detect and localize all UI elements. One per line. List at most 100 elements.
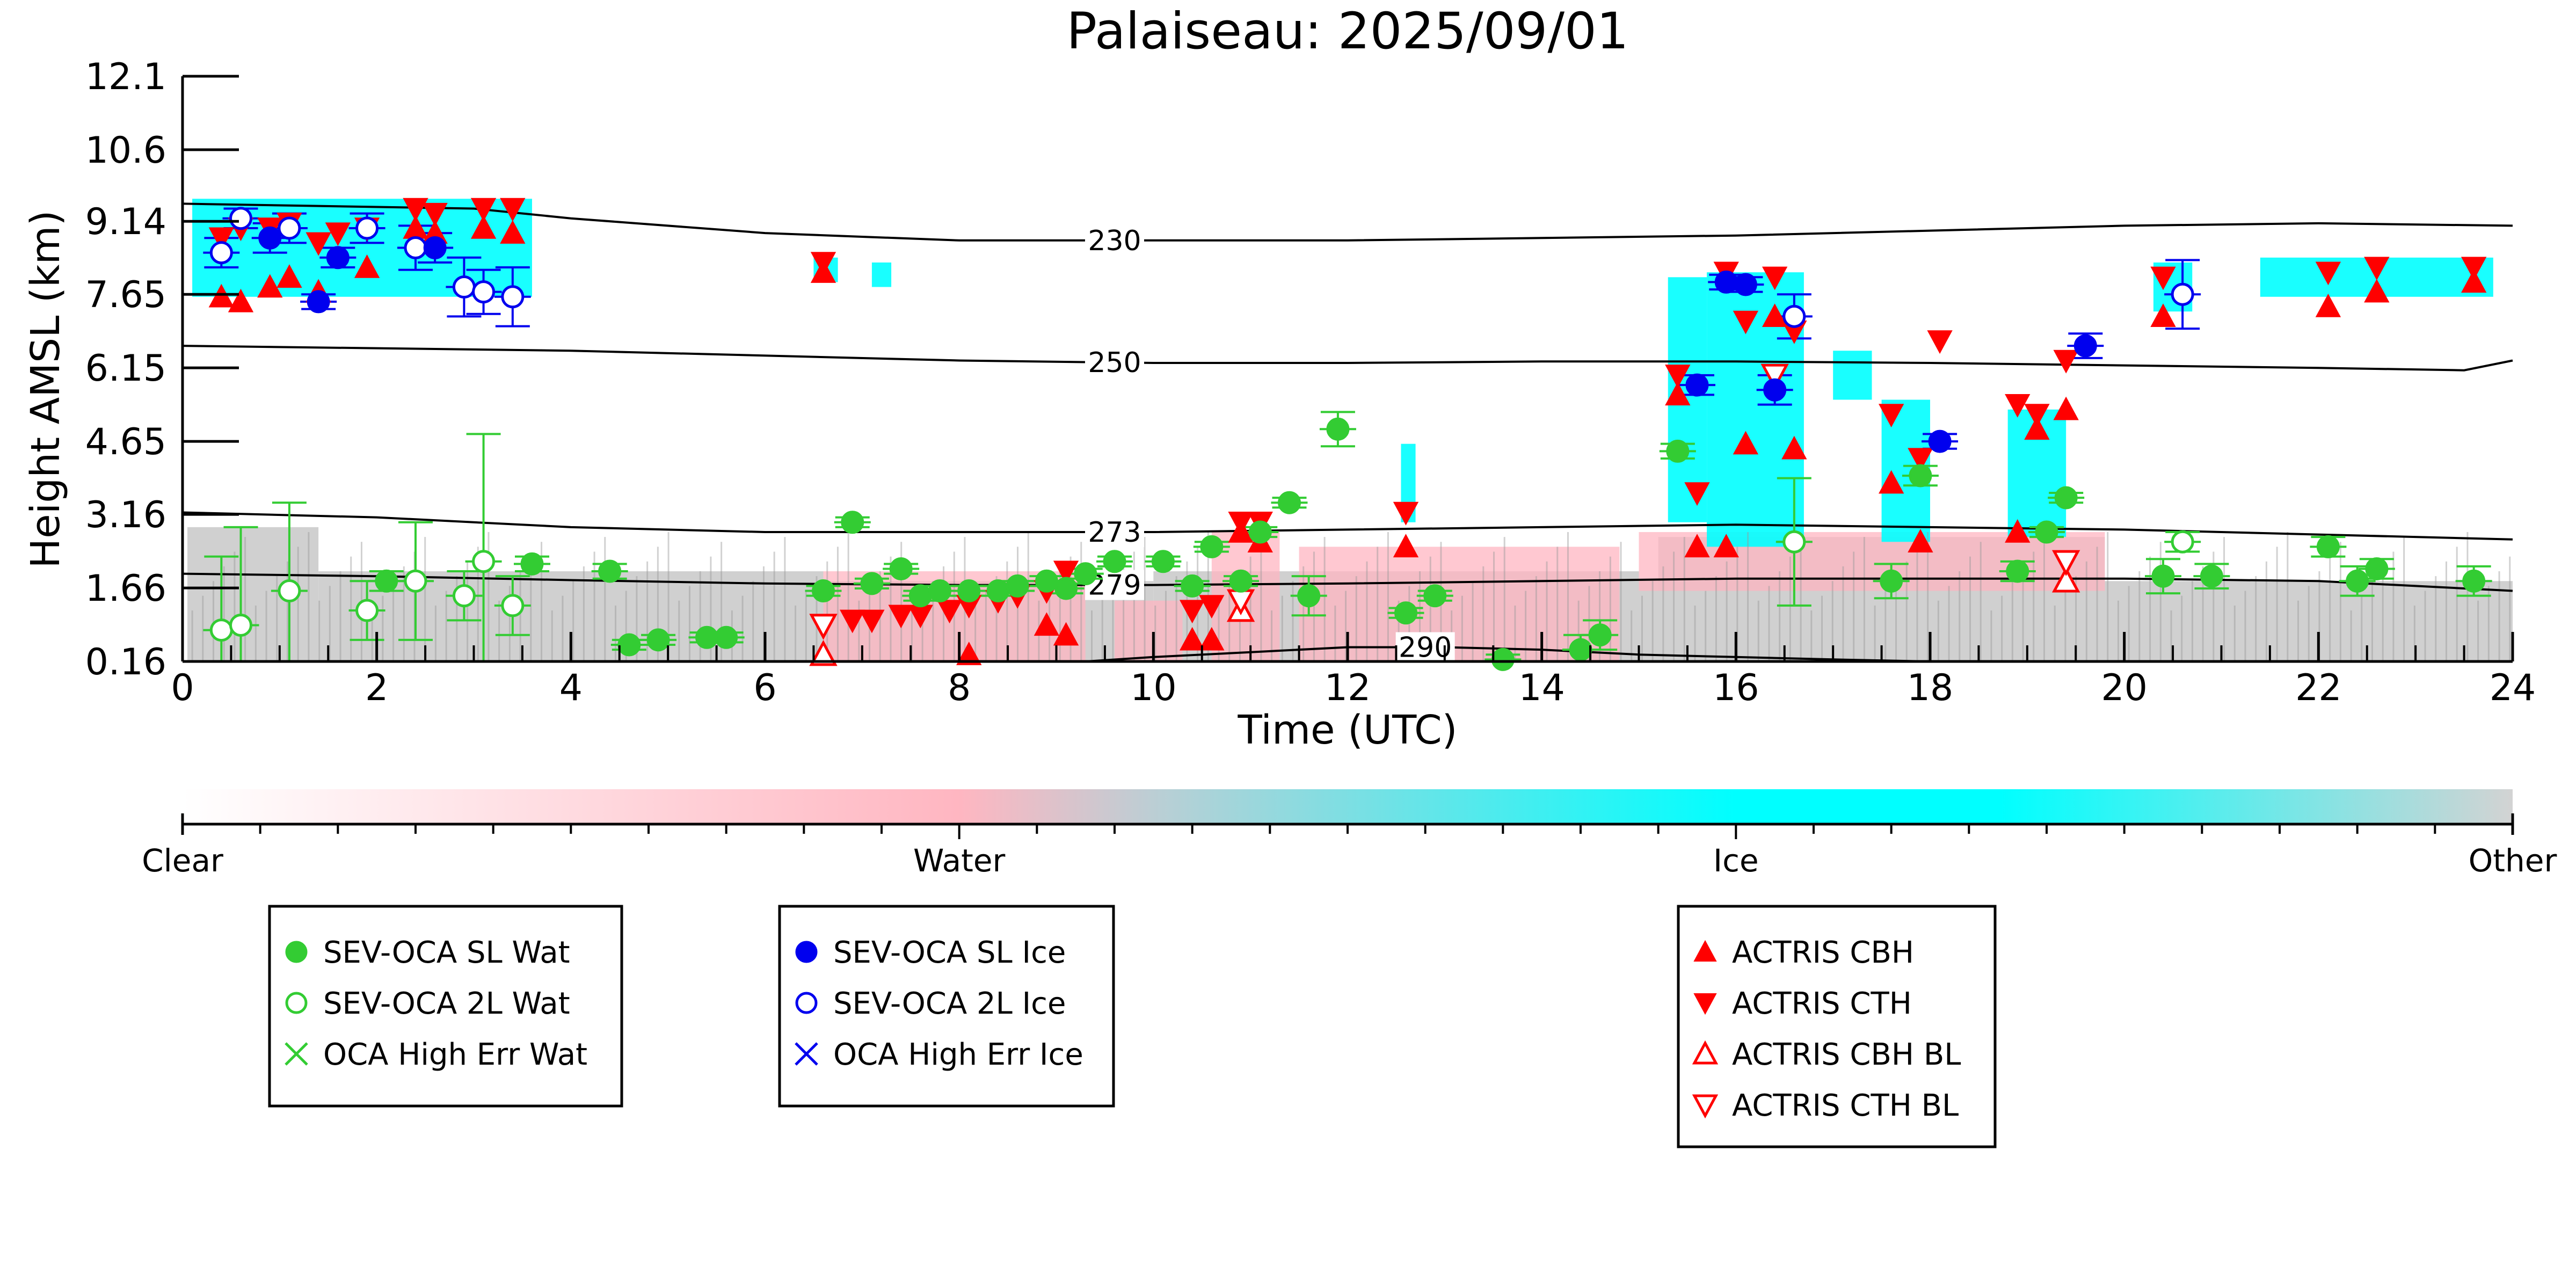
actris-cbh-point — [1878, 470, 1904, 494]
oca-sl-wat-point — [812, 579, 835, 603]
actris-cbh-point — [2005, 519, 2031, 543]
oca-sl-ice-point — [1734, 273, 1757, 296]
oca-2l-wat-point — [452, 584, 476, 608]
isotherm-label-bg — [1085, 225, 1144, 256]
actris-cbh-point — [2053, 396, 2079, 420]
x-tick-label: 6 — [753, 667, 776, 709]
oca-sl-wat-point — [957, 579, 981, 603]
oca-2l-ice-point — [472, 280, 496, 304]
oca-sl-wat-point — [986, 579, 1010, 603]
actris-cth-point — [2005, 394, 2031, 418]
actris-cth-point — [859, 609, 885, 634]
actris-cbh-point — [208, 283, 235, 308]
x-tick-label: 20 — [2101, 667, 2148, 709]
actris-cth-point — [305, 232, 331, 256]
actris-cbh-point — [1781, 435, 1807, 460]
actris-cth-point — [1179, 600, 1205, 624]
oca-sl-wat-point — [1297, 584, 1321, 608]
colorbar-label-clear: Clear — [142, 842, 223, 879]
oca-sl-wat-point — [2365, 557, 2389, 580]
isotherm-label-250: 250 — [1088, 347, 1141, 379]
oca-sl-wat-point — [2054, 486, 2078, 510]
oca-sl-wat-point — [375, 569, 398, 593]
actris-cbh-point — [2364, 279, 2390, 303]
oca-sl-wat-point — [928, 579, 951, 603]
oca-sl-wat-point — [1200, 535, 1224, 558]
oca-2l-wat-point — [1782, 530, 1806, 554]
oca-sl-wat-point — [1054, 577, 1078, 600]
x-tick-label: 8 — [948, 667, 971, 709]
actris-cbh-point — [354, 254, 380, 278]
y-tick-label: 6.15 — [85, 347, 166, 390]
water-region-3 — [1299, 547, 1620, 661]
oca-2l-wat-point — [501, 594, 525, 617]
actris-cth-point — [422, 202, 448, 227]
y-tick-label: 9.14 — [85, 201, 166, 243]
oca-2l-ice-point — [452, 275, 476, 299]
actris-cth-point — [208, 227, 235, 251]
actris-cth-point — [470, 198, 497, 222]
classification-colorbar: Clear Water Ice Other — [142, 789, 2557, 879]
legend-box-1 — [268, 905, 623, 1108]
y-tick-label: 4.65 — [85, 421, 166, 463]
oca-sl-wat-point — [695, 625, 718, 649]
oca-sl-wat-point — [1229, 569, 1253, 593]
actris-cbh-point — [1684, 534, 1710, 558]
isotherm-label-230: 230 — [1088, 225, 1141, 257]
oca-2l-ice-point — [501, 285, 525, 309]
legend-marker — [285, 941, 308, 963]
oca-sl-wat-point — [617, 633, 641, 657]
oca-sl-wat-point — [2006, 559, 2029, 583]
oca-sl-wat-point — [1151, 550, 1175, 573]
y-tick-label: 10.6 — [85, 129, 166, 172]
x-tick-label: 16 — [1713, 667, 1759, 709]
oca-2l-wat-point — [229, 613, 252, 637]
oca-sl-wat-point — [1423, 584, 1447, 608]
legend-marker — [1693, 940, 1717, 962]
actris-cbh-point — [1199, 627, 1225, 651]
actris-cbh-point — [1733, 431, 1759, 455]
oca-sl-ice-point — [1714, 270, 1738, 294]
actris-cth-point — [1684, 482, 1710, 506]
x-tick-label: 12 — [1325, 667, 1371, 709]
actris-cbh-point — [1034, 612, 1060, 636]
legend-marker — [1692, 1094, 1719, 1119]
oca-sl-ice-point — [258, 226, 282, 250]
actris-cth-point — [1908, 448, 1933, 472]
actris-cth-point — [936, 600, 963, 624]
actris-cbh-point — [2150, 303, 2176, 328]
x-tick-label: 10 — [1130, 667, 1177, 709]
actris-cbh-point — [500, 220, 526, 244]
oca-sl-ice-point — [1763, 378, 1787, 402]
oca-2l-wat-point — [472, 550, 496, 573]
legend-entry-label: ACTRIS CBH BL — [1732, 1037, 1961, 1072]
actris-cth-point — [1199, 595, 1225, 619]
legend-marker — [795, 992, 818, 1014]
actris-cth-point — [810, 252, 836, 276]
oca-sl-wat-point — [715, 625, 738, 649]
retrieval-markers — [203, 198, 2492, 671]
actris-cth-point — [1665, 365, 1691, 388]
actris-cth-point — [1733, 310, 1759, 334]
legend-marker — [285, 1042, 308, 1066]
actris-cth-point — [2024, 404, 2050, 428]
actris-cth-point — [2364, 257, 2390, 281]
oca-sl-wat-point — [1326, 417, 1350, 441]
y-tick-label: 12.1 — [85, 56, 166, 98]
legend-marker — [1693, 993, 1717, 1015]
actris-cth-point — [1762, 266, 1788, 290]
oca-sl-wat-point — [889, 557, 913, 580]
actris-cbh-point — [470, 215, 497, 239]
actris-cbh-point — [1908, 529, 1933, 552]
actris-cth-point — [2461, 257, 2487, 281]
actris-cth-point — [500, 198, 526, 222]
colorbar-bar — [183, 789, 2513, 824]
plot-axes: 0 2 4 6 8 10 12 14 16 18 20 22 240.161.663.164.656.1… — [85, 56, 2536, 709]
oca-2l-wat-point — [404, 569, 427, 593]
actris-cbh-point — [2315, 293, 2341, 317]
y-tick-label: 3.16 — [85, 494, 166, 536]
oca-sl-wat-point — [1394, 601, 1417, 625]
x-tick-label: 24 — [2490, 667, 2536, 709]
oca-sl-wat-point — [1103, 550, 1126, 573]
